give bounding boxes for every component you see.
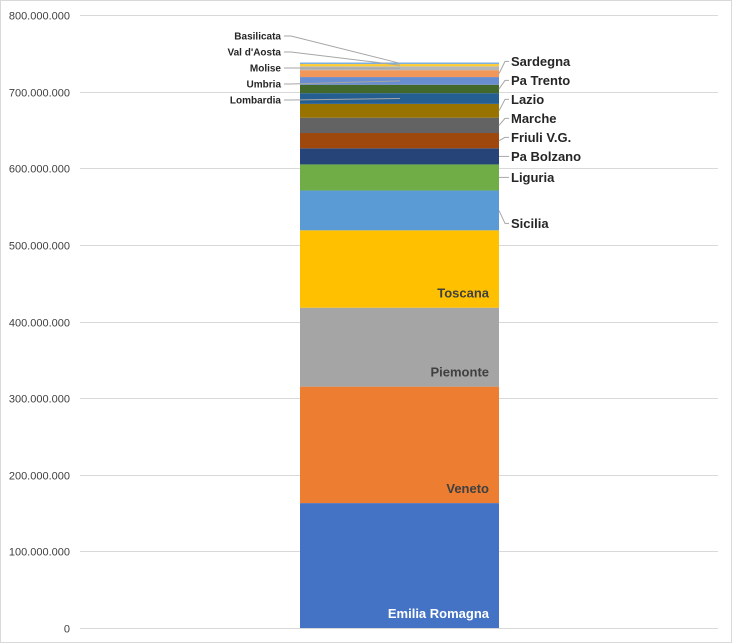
leader-line [284,35,401,64]
stacked-bar [300,62,499,628]
y-axis-tick-labels: 0 100.000.000 200.000.000 300.000.000 400.00… [9,11,70,636]
bar-segment-pa-bolzano [300,148,499,165]
y-tick-label: 400.000.000 [9,318,70,330]
segment-label-marche: Marche [511,111,557,126]
y-tick-label: 600.000.000 [9,164,70,176]
leader-line [498,98,509,112]
segment-label-sardegna: Sardegna [511,54,571,69]
leader-line [498,136,509,142]
bar-segment-piemonte [300,307,499,387]
segment-label-val-d-aosta: Val d'Aosta [227,48,281,59]
bar-segment-sicilia [300,190,499,231]
y-tick-label: 100.000.000 [9,547,70,559]
bar-segment-sardegna [300,70,499,78]
segment-label-pa-trento: Pa Trento [511,73,570,88]
segment-label-liguria: Liguria [511,170,555,185]
bar-segment-pa-trento [300,84,499,94]
leader-line [498,210,509,224]
bar-segment-toscana [300,230,499,308]
segment-labels: Emilia Romagna Veneto Piemonte Toscana Sicil… [227,32,581,622]
leader-line [284,51,401,66]
y-tick-label: 500.000.000 [9,241,70,253]
segment-label-lazio: Lazio [511,92,544,107]
y-tick-label: 800.000.000 [9,11,70,23]
leader-line [498,79,509,90]
segment-label-veneto: Veneto [446,481,489,496]
segment-label-pa-bolzano: Pa Bolzano [511,149,581,164]
bar-segment-emilia-romagna [300,503,499,628]
segment-label-toscana: Toscana [437,286,490,301]
leader-line [498,117,509,126]
y-tick-label: 200.000.000 [9,471,70,483]
y-tick-label: 700.000.000 [9,88,70,100]
bar-segment-marche [300,117,499,134]
leader-line [498,60,509,74]
segment-label-lombardia: Lombardia [230,96,282,107]
leader-line [284,98,401,101]
bar-segment-veneto [300,386,499,504]
segment-label-sicilia: Sicilia [511,216,549,231]
segment-label-basilicata: Basilicata [234,32,281,43]
segment-label-emilia-romagna: Emilia Romagna [388,606,490,621]
y-tick-label: 0 [64,624,70,636]
bar-segment-liguria [300,164,499,191]
segment-label-umbria: Umbria [247,80,282,91]
segment-label-friuli-v-g: Friuli V.G. [511,130,571,145]
bar-segment-friuli-v-g [300,133,499,149]
segment-label-molise: Molise [250,64,282,75]
segment-label-piemonte: Piemonte [430,365,489,380]
bar-segment-lazio [300,103,499,118]
y-tick-label: 300.000.000 [9,394,70,406]
leader-line [284,80,401,85]
label-leader-lines [284,35,509,224]
